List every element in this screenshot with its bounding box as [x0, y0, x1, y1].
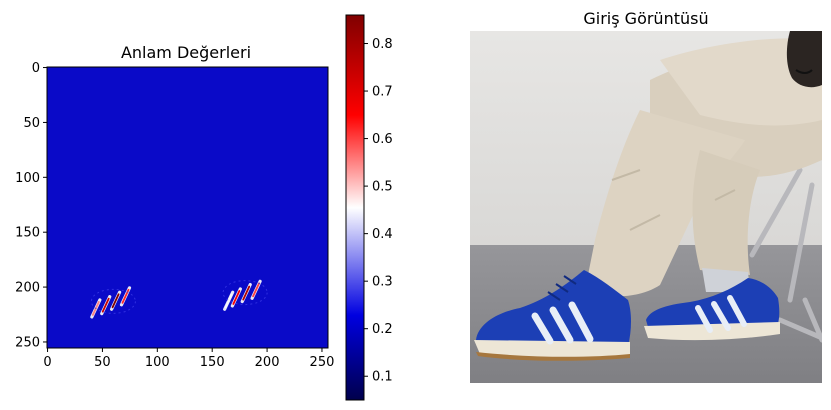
image-title: Giriş Görüntüsü [583, 9, 708, 28]
input-image [470, 31, 822, 383]
heatmap [46, 66, 329, 349]
y-tick-label: 50 [23, 116, 40, 131]
colorbar-gradient [345, 14, 365, 401]
heatmap-hotspots [90, 279, 268, 319]
colorbar-tick-label: 0.7 [372, 85, 393, 100]
y-tick-label: 150 [15, 226, 40, 241]
trousers [585, 38, 822, 297]
heatmap-title: Anlam Değerleri [121, 43, 251, 62]
y-tick-label: 0 [32, 61, 40, 76]
y-tick-label: 100 [15, 171, 40, 186]
heatmap-hotspot [110, 290, 122, 311]
x-tick-label: 150 [200, 355, 225, 370]
heatmap-hotspot [223, 290, 235, 311]
x-tick-label: 200 [255, 355, 280, 370]
y-tick-label: 200 [15, 281, 40, 296]
colorbar-tick-label: 0.1 [372, 370, 393, 385]
colorbar-tick-label: 0.5 [372, 180, 393, 195]
colorbar: 0.1 0.2 0.3 0.4 0.5 0.6 0.7 0.8 [345, 14, 393, 401]
heatmap-frame [46, 66, 329, 349]
chair-legs [749, 167, 822, 343]
x-tick-label: 0 [43, 355, 51, 370]
x-tick-label: 100 [145, 355, 170, 370]
x-tick-label: 250 [310, 355, 335, 370]
heatmap-region-outline [90, 288, 136, 314]
colorbar-tick-label: 0.2 [372, 322, 393, 337]
heatmap-hotspot [250, 279, 262, 300]
heatmap-background [47, 67, 328, 348]
colorbar-tick-label: 0.6 [372, 132, 393, 147]
heatmap-region-outline [222, 280, 268, 306]
shoe-right [644, 278, 780, 341]
colorbar-ticks: 0.1 0.2 0.3 0.4 0.5 0.6 0.7 0.8 [364, 37, 393, 385]
heatmap-hotspot [230, 287, 242, 308]
hand [786, 31, 822, 88]
heatmap-y-axis: 0 50 100 150 200 250 [15, 61, 47, 350]
heatmap-hotspot [100, 295, 112, 316]
hand-fingers [795, 69, 813, 74]
heatmap-x-axis: 0 50 100 150 200 250 [43, 348, 334, 370]
colorbar-tick-label: 0.8 [372, 37, 393, 52]
heatmap-hotspot [240, 282, 252, 304]
shoe-left [474, 270, 631, 361]
colorbar-tick-label: 0.3 [372, 275, 393, 290]
colorbar-tick-label: 0.4 [372, 227, 393, 242]
x-tick-label: 50 [94, 355, 111, 370]
y-tick-label: 250 [15, 335, 40, 350]
